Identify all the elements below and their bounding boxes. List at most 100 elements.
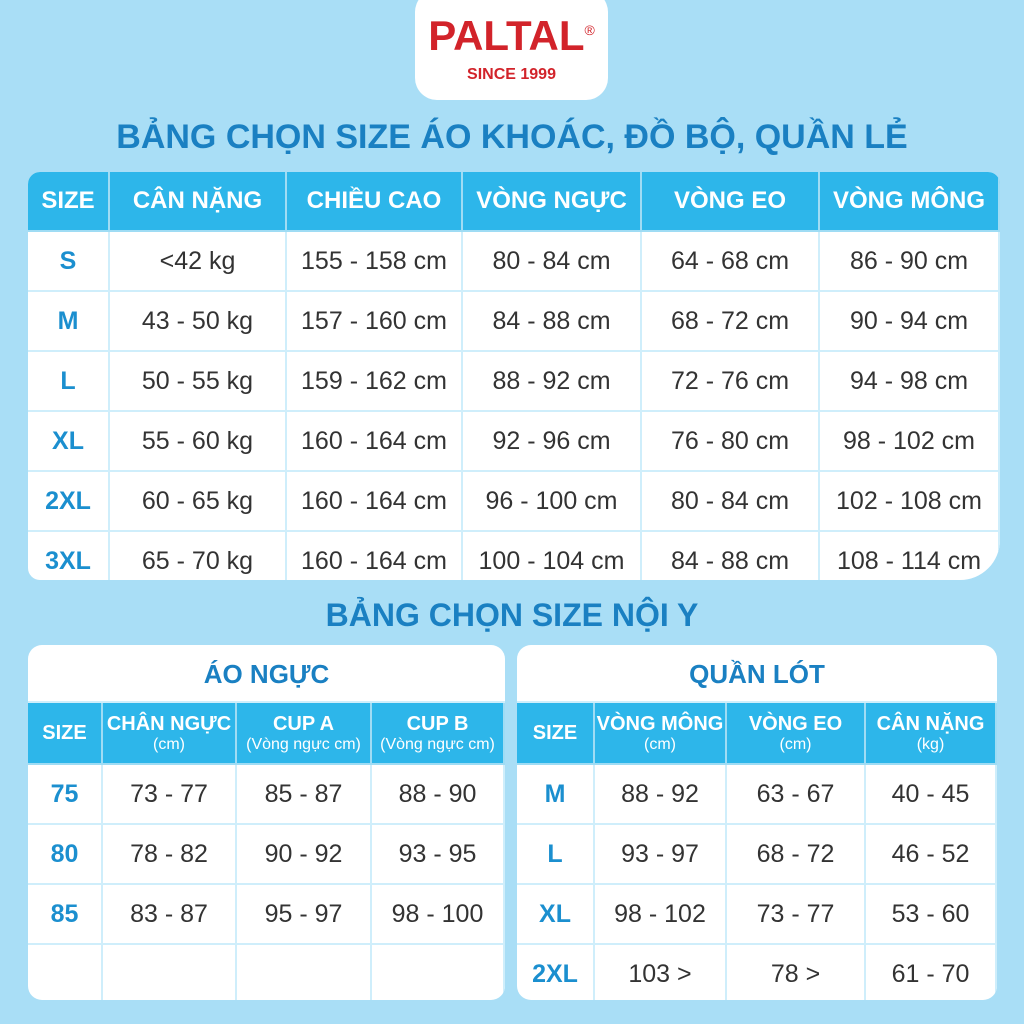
value-cell: 86 - 90 cm [820, 232, 1000, 292]
value-cell: 88 - 90 [372, 765, 505, 825]
header-cell: VÒNG MÔNG [820, 172, 1000, 232]
value-cell: 96 - 100 cm [463, 472, 642, 532]
value-cell: 61 - 70 [866, 945, 997, 1000]
value-cell [237, 945, 372, 1000]
value-cell: 84 - 88 cm [463, 292, 642, 352]
value-cell: 94 - 98 cm [820, 352, 1000, 412]
value-cell: 98 - 102 cm [820, 412, 1000, 472]
value-cell: 93 - 97 [595, 825, 727, 885]
value-cell: 78 > [727, 945, 866, 1000]
table-title: QUẦN LÓT [517, 645, 997, 703]
value-cell: 157 - 160 cm [287, 292, 463, 352]
value-cell: 73 - 77 [103, 765, 237, 825]
value-cell: 64 - 68 cm [642, 232, 820, 292]
header-cell: CUP B (Vòng ngực cm) [372, 703, 505, 765]
since: SINCE 1999 [467, 66, 556, 83]
registered-mark: ® [584, 22, 595, 38]
header-cell: CÂN NẶNG (kg) [866, 703, 997, 765]
size-cell: 80 [28, 825, 103, 885]
size-cell: 75 [28, 765, 103, 825]
value-cell: 103 > [595, 945, 727, 1000]
size-cell: 2XL [28, 472, 110, 532]
value-cell: 160 - 164 cm [287, 472, 463, 532]
value-cell: 102 - 108 cm [820, 472, 1000, 532]
value-cell: 98 - 102 [595, 885, 727, 945]
value-cell: 93 - 95 [372, 825, 505, 885]
header-cell: CHÂN NGỰC (cm) [103, 703, 237, 765]
value-cell [103, 945, 237, 1000]
header-label: SIZE [532, 721, 578, 744]
value-cell: 78 - 82 [103, 825, 237, 885]
value-cell: 43 - 50 kg [110, 292, 287, 352]
header-cell: CUP A (Vòng ngực cm) [237, 703, 372, 765]
header-cell: VÒNG MÔNG (cm) [595, 703, 727, 765]
size-cell: M [28, 292, 110, 352]
header-cell: VÒNG EO (cm) [727, 703, 866, 765]
header-unit: (cm) [153, 735, 185, 753]
value-cell: 100 - 104 cm [463, 532, 642, 580]
title: BẢNG CHỌN SIZE ÁO KHOÁC, ĐỒ BỘ, QUẦN LẺ [116, 118, 908, 156]
header-cell: CHIỀU CAO [287, 172, 463, 232]
value-cell: 65 - 70 kg [110, 532, 287, 580]
header-label: VÒNG MÔNG [596, 712, 724, 735]
value-cell: 90 - 92 [237, 825, 372, 885]
value-cell: 76 - 80 cm [642, 412, 820, 472]
header-cell: CÂN NẶNG [110, 172, 287, 232]
size-cell [28, 945, 103, 1000]
value-cell: 84 - 88 cm [642, 532, 820, 580]
size-cell: 85 [28, 885, 103, 945]
size-cell: XL [28, 412, 110, 472]
main-table: SIZE CÂN NẶNG CHIỀU CAO VÒNG NGỰC VÒNG EO VÒN… [28, 172, 1000, 580]
size-cell: 2XL [517, 945, 595, 1000]
value-cell: 80 - 84 cm [463, 232, 642, 292]
size-cell: 3XL [28, 532, 110, 580]
header-cell: VÒNG NGỰC [463, 172, 642, 232]
header-cell: VÒNG EO [642, 172, 820, 232]
value-cell: 88 - 92 cm [463, 352, 642, 412]
panty-table: QUẦN LÓT SIZE VÒNG MÔNG (cm) VÒNG EO (cm) CÂN … [517, 645, 997, 1000]
value-cell: 159 - 162 cm [287, 352, 463, 412]
value-cell: 60 - 65 kg [110, 472, 287, 532]
size-cell: M [517, 765, 595, 825]
value-cell: 72 - 76 cm [642, 352, 820, 412]
value-cell: 63 - 67 [727, 765, 866, 825]
logo-box: PALTAL® SINCE 1999 [415, 0, 608, 100]
header-cell: SIZE [28, 172, 110, 232]
value-cell: <42 kg [110, 232, 287, 292]
value-cell: 68 - 72 [727, 825, 866, 885]
value-cell: 46 - 52 [866, 825, 997, 885]
value-cell: 80 - 84 cm [642, 472, 820, 532]
brand-name: PALTAL [428, 12, 585, 59]
value-cell: 85 - 87 [237, 765, 372, 825]
value-cell: 73 - 77 [727, 885, 866, 945]
table-title: ÁO NGỰC [28, 645, 505, 703]
value-cell: 98 - 100 [372, 885, 505, 945]
bra-table: ÁO NGỰC SIZE CHÂN NGỰC (cm) CUP A (Vòng ngực … [28, 645, 505, 1000]
header-unit: (kg) [916, 735, 945, 753]
subtitle: BẢNG CHỌN SIZE NỘI Y [325, 597, 699, 633]
header-unit: (cm) [779, 735, 812, 753]
size-cell: XL [517, 885, 595, 945]
header-label: VÒNG EO [748, 712, 843, 735]
value-cell: 83 - 87 [103, 885, 237, 945]
header-label: CUP A [272, 712, 335, 735]
value-cell: 90 - 94 cm [820, 292, 1000, 352]
value-cell: 108 - 114 cm [820, 532, 1000, 580]
header-label: CHÂN NGỰC [106, 712, 232, 735]
brand: PALTAL® [415, 12, 608, 60]
value-cell: 40 - 45 [866, 765, 997, 825]
value-cell: 68 - 72 cm [642, 292, 820, 352]
value-cell: 95 - 97 [237, 885, 372, 945]
value-cell: 50 - 55 kg [110, 352, 287, 412]
size-cell: L [517, 825, 595, 885]
value-cell: 155 - 158 cm [287, 232, 463, 292]
header-unit: (Vòng ngực cm) [246, 735, 361, 753]
value-cell: 92 - 96 cm [463, 412, 642, 472]
size-cell: S [28, 232, 110, 292]
value-cell [372, 945, 505, 1000]
value-cell: 160 - 164 cm [287, 412, 463, 472]
header-cell: SIZE [517, 703, 595, 765]
value-cell: 160 - 164 cm [287, 532, 463, 580]
header-label: SIZE [42, 721, 87, 744]
